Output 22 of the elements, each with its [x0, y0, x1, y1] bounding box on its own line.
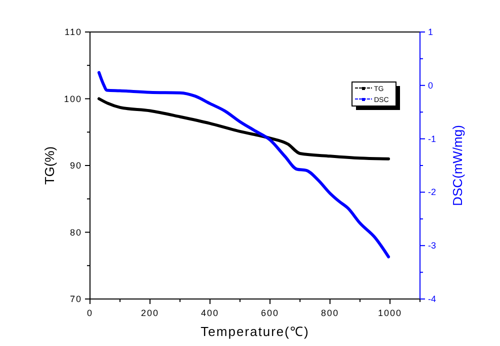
x-tick-label: 400 — [200, 308, 220, 318]
x-tick-label: 800 — [320, 308, 340, 318]
y-axis-title: TG(%) — [42, 146, 57, 185]
line-series — [98, 71, 390, 258]
line-series — [98, 97, 390, 160]
y-tick-label: 100 — [64, 94, 82, 104]
y2-tick-label: 0 — [428, 80, 434, 90]
x-tick-label: 1000 — [378, 308, 402, 318]
y2-tick-label: -4 — [428, 294, 436, 304]
y2-tick-label: -1 — [428, 134, 436, 144]
y-tick-label: 70 — [70, 294, 82, 304]
y2-axis-title: DSC(mW/mg) — [450, 125, 465, 206]
y-tick-label: 80 — [70, 227, 82, 238]
x-tick-label: 0 — [86, 308, 94, 318]
y2-tick-label: -2 — [428, 187, 436, 198]
x-axis-title: Temperature(℃) — [200, 324, 310, 339]
x-tick-label: 600 — [260, 308, 280, 318]
y2-tick-label: 1 — [428, 27, 434, 37]
x-tick-label: 200 — [140, 308, 160, 318]
y2-tick-label: -3 — [428, 240, 436, 251]
y-tick-label: 90 — [70, 160, 82, 170]
y-tick-label: 110 — [64, 27, 82, 37]
